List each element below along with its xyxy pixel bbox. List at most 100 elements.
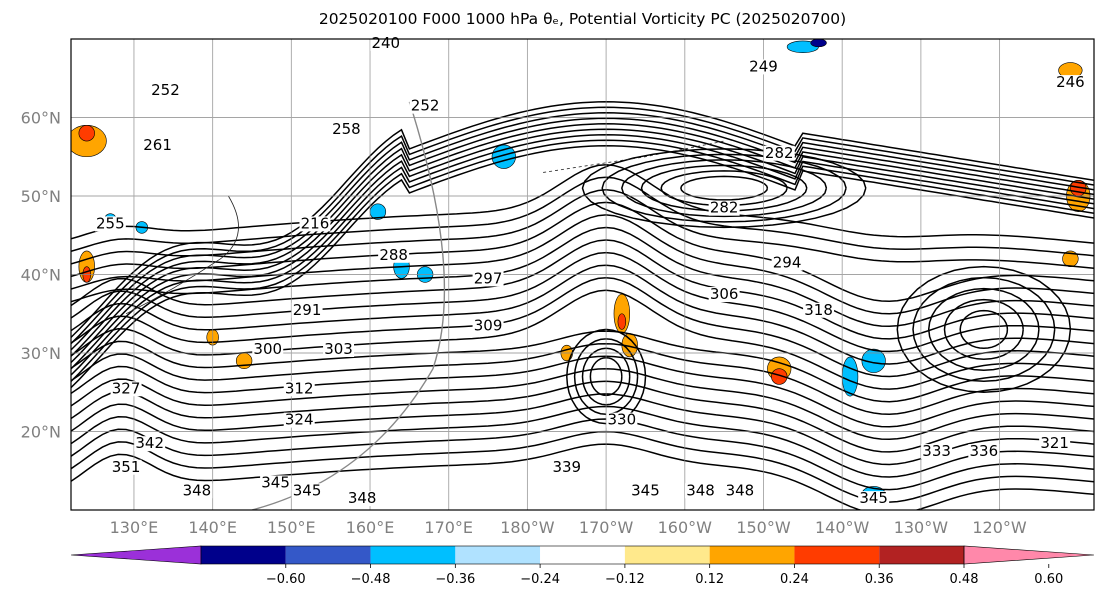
pv-shaded-region bbox=[617, 313, 627, 330]
contour-label-bg bbox=[260, 475, 292, 491]
contour-label: 321 bbox=[1040, 434, 1069, 452]
contour-label-bg bbox=[94, 216, 126, 232]
theta-e-contour bbox=[71, 342, 1094, 415]
theta-e-contour bbox=[71, 355, 1094, 428]
contour-label: 324 bbox=[285, 411, 314, 429]
contour-label: 345 bbox=[293, 481, 322, 499]
theta-e-contour-front bbox=[71, 128, 1094, 370]
contour-label-bg bbox=[472, 271, 504, 287]
colorbar-segment bbox=[540, 546, 625, 564]
longitude-tick-label: 150°W bbox=[736, 518, 791, 537]
contour-label-bg bbox=[149, 82, 181, 98]
latitude-tick-label: 20°N bbox=[21, 423, 61, 442]
contour-label: 261 bbox=[143, 136, 172, 154]
contour-label: 282 bbox=[710, 199, 739, 217]
contour-label: 291 bbox=[293, 301, 322, 319]
colorbar: −0.60 −0.48 −0.36 −0.24 −0.12 0.12 0.24 0.36 0.4… bbox=[70, 545, 1095, 587]
contour-label: 327 bbox=[112, 379, 141, 397]
contour-label: 249 bbox=[749, 57, 778, 75]
contour-label-bg bbox=[551, 459, 583, 475]
contour-label-bg bbox=[110, 459, 142, 475]
contour-label: 240 bbox=[371, 34, 400, 52]
colorbar-segment bbox=[201, 546, 286, 564]
colorbar-segment bbox=[624, 546, 710, 564]
contour-label: 330 bbox=[608, 411, 637, 429]
longitude-tick-label: 130°E bbox=[110, 518, 159, 537]
pv-shaded-region bbox=[771, 368, 788, 385]
theta-e-contour-high bbox=[896, 265, 1072, 394]
contour-label-bg bbox=[708, 200, 740, 216]
theta-e-contour-trough bbox=[573, 338, 639, 415]
contour-label: 288 bbox=[379, 246, 408, 264]
contour-label-bg bbox=[472, 318, 504, 334]
contour-label: 297 bbox=[474, 269, 503, 287]
contour-label: 336 bbox=[970, 442, 999, 460]
longitude-axis-labels: 130°E 140°E 150°E 160°E 170°E 180°W 170°W 160°W… bbox=[110, 518, 1027, 537]
contour-label-bg bbox=[409, 98, 441, 114]
theta-e-contour bbox=[71, 239, 1094, 340]
theta-e-contour-trough bbox=[581, 347, 631, 406]
longitude-tick-label: 170°E bbox=[424, 518, 473, 537]
contour-label: 294 bbox=[773, 254, 802, 272]
theta-e-contour bbox=[71, 405, 1094, 478]
theta-e-contour bbox=[71, 443, 1094, 510]
longitude-tick-label: 150°E bbox=[267, 518, 316, 537]
contour-label-bg bbox=[629, 483, 661, 499]
latitude-tick-label: 30°N bbox=[21, 344, 61, 363]
coastline bbox=[125, 195, 239, 315]
theta-e-contour-high bbox=[959, 309, 1009, 350]
coastline bbox=[543, 140, 725, 173]
contour-label: 345 bbox=[261, 473, 290, 491]
longitude-tick-label: 160°E bbox=[346, 518, 395, 537]
colorbar-extend-low bbox=[70, 545, 202, 565]
contour-label: 333 bbox=[922, 442, 951, 460]
contour-label-bg bbox=[134, 436, 166, 452]
theta-e-contour-high bbox=[927, 287, 1040, 372]
latitude-tick-label: 50°N bbox=[21, 187, 61, 206]
theta-e-contour-gulf bbox=[621, 159, 828, 218]
pv-shaded-region bbox=[861, 348, 886, 373]
contour-label: 300 bbox=[253, 340, 282, 358]
latitude-axis-labels: 20°N 30°N 40°N 50°N 60°N bbox=[21, 109, 61, 442]
pv-shaded-region bbox=[810, 39, 827, 48]
coastline-layer bbox=[125, 101, 725, 510]
coastline bbox=[251, 101, 446, 510]
contour-label-bg bbox=[323, 342, 355, 357]
colorbar-tick-label: 0.24 bbox=[780, 572, 809, 587]
theta-e-contour-front bbox=[71, 117, 1094, 357]
colorbar-segment bbox=[794, 546, 880, 564]
contour-label-bg bbox=[771, 255, 803, 271]
contour-label: 282 bbox=[765, 144, 794, 162]
theta-e-contour bbox=[71, 251, 1094, 353]
contour-label-bg bbox=[110, 381, 142, 397]
contour-label: 258 bbox=[332, 120, 361, 138]
theta-e-contour-front bbox=[71, 106, 1094, 345]
theta-e-contour bbox=[71, 276, 1094, 378]
contour-label: 309 bbox=[474, 316, 503, 334]
longitude-tick-label: 140°W bbox=[815, 518, 870, 537]
theta-e-contour-gulf bbox=[680, 175, 769, 201]
contour-label-bg bbox=[921, 444, 953, 460]
contour-label: 348 bbox=[183, 481, 212, 499]
contour-label-bg bbox=[299, 216, 331, 232]
latitude-tick-label: 60°N bbox=[21, 109, 61, 128]
contour-label-bg bbox=[283, 381, 315, 397]
contour-label-bg bbox=[378, 247, 410, 263]
theta-e-contour-gulf bbox=[660, 170, 788, 207]
contour-label: 318 bbox=[804, 301, 833, 319]
contour-label-bg bbox=[291, 483, 323, 499]
longitude-tick-label: 130°W bbox=[894, 518, 949, 537]
contour-label: 252 bbox=[411, 97, 440, 115]
longitude-tick-label: 120°W bbox=[972, 518, 1027, 537]
theta-e-contour-layer bbox=[71, 101, 1094, 510]
contour-label-bg bbox=[724, 483, 756, 499]
contour-label: 342 bbox=[135, 434, 164, 452]
theta-e-contour bbox=[71, 418, 1094, 491]
theta-e-contour bbox=[71, 176, 1094, 257]
contour-label-bg bbox=[685, 483, 717, 499]
theta-e-contour bbox=[71, 201, 1094, 302]
theta-e-contour-gulf bbox=[581, 148, 867, 229]
theta-e-contour-high bbox=[943, 298, 1024, 361]
contour-label-bg bbox=[291, 302, 323, 318]
longitude-tick-label: 180°W bbox=[500, 518, 555, 537]
